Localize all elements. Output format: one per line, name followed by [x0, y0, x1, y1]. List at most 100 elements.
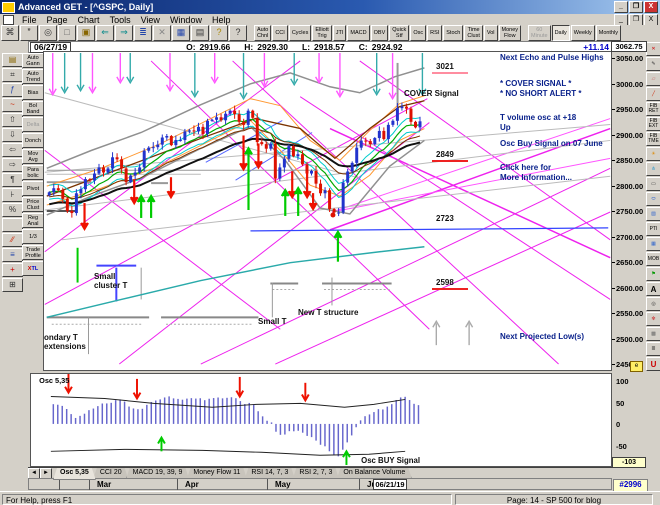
study-button-time-clust[interactable]: Time Clust [464, 25, 483, 41]
trendline-icon[interactable]: ╱ [646, 87, 660, 101]
left-arrow-icon[interactable]: ⇦ [2, 143, 23, 157]
help-icon[interactable]: ? [210, 25, 228, 41]
gann-fan-icon[interactable]: ☀ [646, 147, 660, 161]
menu-help[interactable]: Help [211, 14, 231, 25]
trader-icon[interactable]: ⚑ [646, 267, 660, 281]
divider-icon[interactable]: ⊦ [2, 188, 23, 202]
rectangle-icon[interactable]: ▭ [646, 177, 660, 191]
tool-button-mov-avg[interactable]: Mov Avg [22, 149, 44, 164]
delete-page-icon[interactable]: ✕ [153, 25, 171, 41]
open-folder-icon[interactable]: ▤ [2, 53, 23, 67]
text-tool[interactable]: A [646, 282, 660, 296]
study-button-cci[interactable]: CCI [272, 25, 288, 41]
pointer-icon[interactable]: ⌘ [1, 25, 19, 41]
new-page-icon[interactable]: □ [58, 25, 76, 41]
study-button-rsi[interactable]: RSI [427, 25, 443, 41]
mob-tool[interactable]: MOB [646, 252, 660, 266]
chart-page-icon[interactable]: ▦ [172, 25, 190, 41]
tool-button-trade-profile[interactable]: Trade Profile [22, 245, 44, 260]
pitchfork-icon[interactable]: ⋔ [646, 162, 660, 176]
menu-view[interactable]: View [140, 14, 160, 25]
restore-button[interactable]: ❐ [629, 1, 643, 13]
open-page-icon[interactable]: ▣ [77, 25, 95, 41]
regression-icon[interactable]: ▨ [646, 207, 660, 221]
grid-icon[interactable]: ▦ [646, 237, 660, 251]
delete-x-icon[interactable]: ✕ [646, 42, 660, 56]
print-icon[interactable]: ▤ [191, 25, 209, 41]
tool-button-para-bolic[interactable]: Para bolic [22, 165, 44, 180]
fib-extension-tool[interactable]: FIB EXT [646, 117, 660, 131]
fib-retracement-tool[interactable]: FIB RET [646, 102, 660, 116]
document-icon[interactable] [3, 14, 14, 25]
lines-icon[interactable]: ∕∕ [2, 233, 23, 247]
annotation-icon[interactable]: ¶ [2, 173, 23, 187]
up-arrow-icon[interactable]: ⇧ [2, 113, 23, 127]
percent-icon[interactable]: % [2, 203, 23, 217]
study-button-obv[interactable]: OBV [370, 25, 389, 41]
study-button-quick-stf[interactable]: Quick Stf [389, 25, 410, 41]
menu-tools[interactable]: Tools [109, 14, 131, 25]
forward-icon[interactable]: ⇒ [115, 25, 133, 41]
timeframe-monthly[interactable]: Monthly [595, 25, 621, 41]
flower-icon[interactable]: ✻ [646, 312, 660, 326]
crosshair-plus-icon[interactable]: + [2, 263, 23, 277]
blank-icon[interactable] [2, 218, 23, 232]
study-button-elliott-trig[interactable]: Elliott Trig [312, 25, 332, 41]
child-restore-button[interactable]: ❐ [629, 13, 643, 26]
study-icon[interactable]: ƒ [2, 83, 23, 97]
pti-tool[interactable]: PTI [646, 222, 660, 236]
date-axis[interactable]: MarAprMayJun 06/21/19 [28, 478, 612, 490]
tool-button-donch[interactable]: Donch [22, 133, 44, 148]
tool-button-auto-trend[interactable]: Auto Trend [22, 69, 44, 84]
menu-file[interactable]: File [22, 14, 37, 25]
child-close-button[interactable]: X [644, 13, 658, 26]
title-bar[interactable]: Advanced GET - [^GSPC, Daily] _ ❐ X [0, 0, 660, 14]
timeframe-daily[interactable]: Daily [551, 25, 570, 41]
study-button-jti[interactable]: JTI [332, 25, 347, 41]
pattern-icon[interactable]: ▩ [646, 327, 660, 341]
study-button-cycles[interactable]: Cycles [288, 25, 312, 41]
tool-button-1/3[interactable]: 1/3 [22, 229, 44, 244]
tool-button-bias[interactable]: Bias [22, 85, 44, 100]
menu-chart[interactable]: Chart [77, 14, 100, 25]
tool-button-xtl[interactable]: X TL [22, 261, 44, 276]
context-help-icon[interactable]: ? [229, 25, 247, 41]
timeframe-weekly[interactable]: Weekly [570, 25, 595, 41]
elliott-icon[interactable]: ~ [2, 98, 23, 112]
undo-tool[interactable]: U [646, 357, 660, 371]
copy-page-icon[interactable]: ≣ [134, 25, 152, 41]
study-button-osc[interactable]: Osc [410, 25, 427, 41]
tab-osc-5-35[interactable]: Osc 5,35 [53, 468, 96, 480]
note-text[interactable]: Click here for [500, 163, 552, 172]
axis-settings-icon[interactable]: e [630, 361, 643, 372]
oscillator-panel[interactable]: Osc 5,35 Osc BUY Signal [30, 373, 612, 467]
eraser-icon[interactable]: ▱ [646, 72, 660, 86]
copy-icon[interactable]: ≣ [646, 342, 660, 356]
study-button-stoch[interactable]: Stoch [443, 25, 464, 41]
tool-button-bol-band[interactable]: Bol Band [22, 101, 44, 116]
zoom-icon[interactable]: ◎ [39, 25, 57, 41]
down-arrow-icon[interactable]: ⇩ [2, 128, 23, 142]
back-icon[interactable]: ⇐ [96, 25, 114, 41]
tile-windows-icon[interactable]: ⊞ [2, 278, 23, 292]
tool-button-reg-anal[interactable]: Reg Anal [22, 213, 44, 228]
tool-button-pivot[interactable]: Pivot [22, 181, 44, 196]
tool-button-auto-gann[interactable]: Auto Gann [22, 53, 44, 68]
price-chart[interactable] [43, 51, 612, 371]
timeframe-60-minute[interactable]: 60 Minute [528, 25, 551, 41]
study-button-vol[interactable]: Vol [483, 25, 498, 41]
close-button[interactable]: X [644, 1, 658, 13]
fib-lines-icon[interactable]: ≡ [2, 248, 23, 262]
child-minimize-button[interactable]: _ [614, 13, 628, 26]
fib-time-tool[interactable]: FIB TME [646, 132, 660, 146]
study-button-auto-chnl[interactable]: Auto Chnl [254, 25, 272, 41]
zoom-tool-icon[interactable]: ◎ [646, 297, 660, 311]
price-axis[interactable]: 3050.00 3000.00 2950.00 2900.00 2850.00 2800.… [612, 51, 646, 372]
menu-window[interactable]: Window [169, 14, 202, 25]
minimize-button[interactable]: _ [614, 1, 628, 13]
pencil-icon[interactable]: ✎ [646, 57, 660, 71]
study-button-money-flow[interactable]: Money Flow [498, 25, 522, 41]
study-button-macd[interactable]: MACD [347, 25, 370, 41]
asset-icon[interactable]: ⌗ [2, 68, 23, 82]
quotes-icon[interactable]: ” [20, 25, 38, 41]
